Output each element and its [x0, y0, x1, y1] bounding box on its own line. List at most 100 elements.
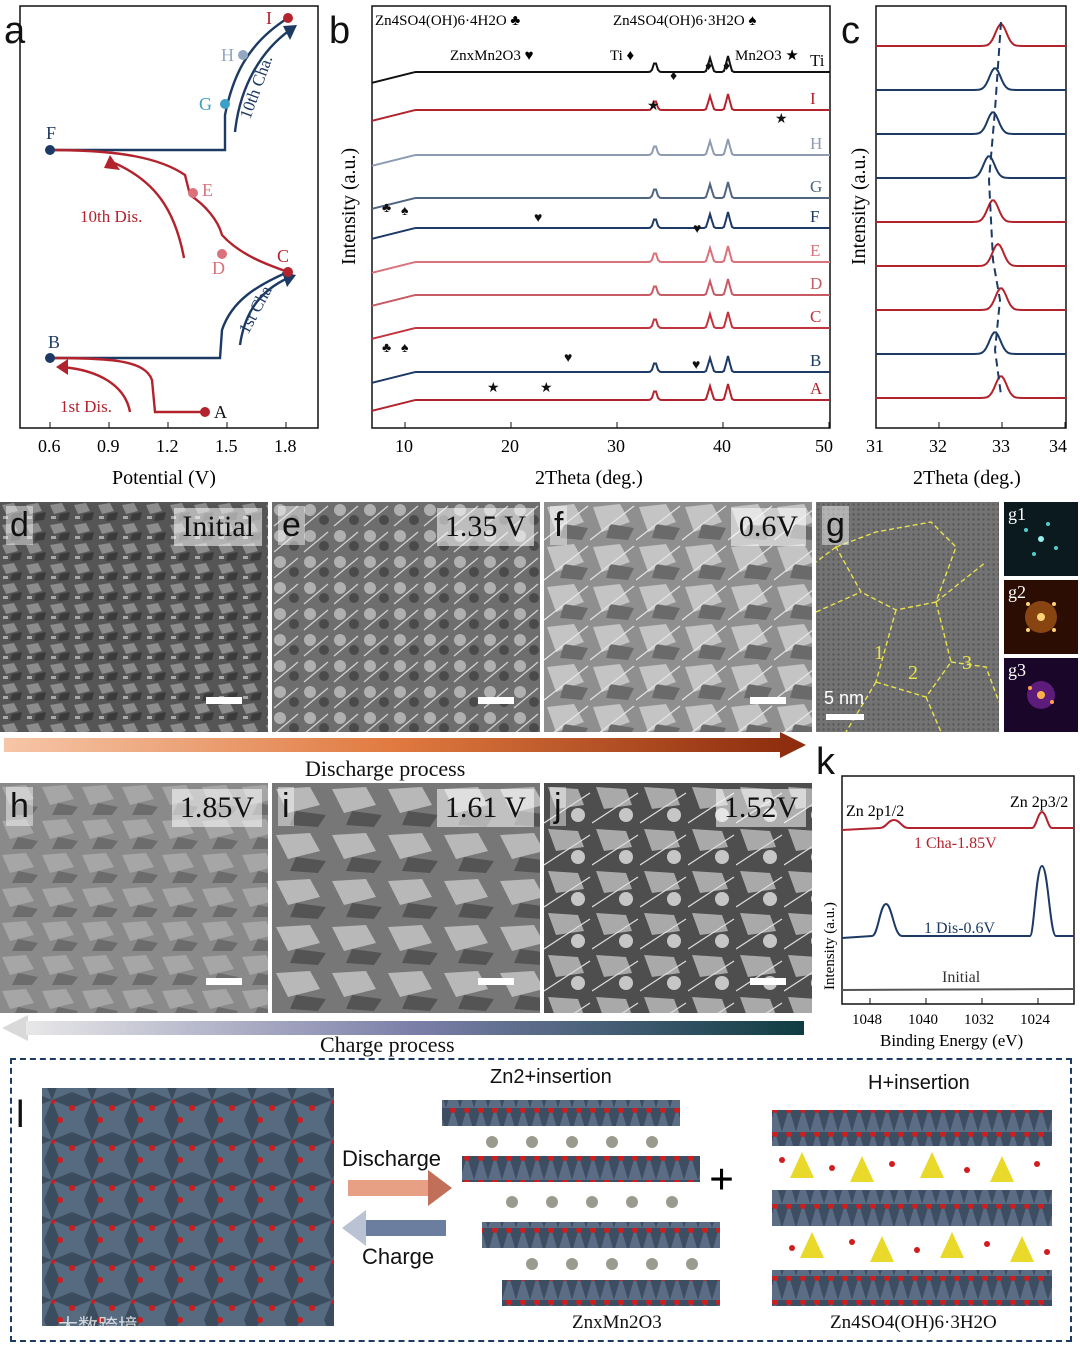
- peak-zn2p12: Zn 2p1/2: [846, 803, 904, 820]
- scale-bar-i: [478, 978, 514, 985]
- zn-insertion-title: Zn2+insertion: [490, 1066, 612, 1088]
- point-B: [45, 353, 55, 363]
- xrd-curves: [371, 54, 830, 412]
- charge-process-arrow: [26, 1021, 804, 1035]
- xrd-curve-E: [371, 244, 830, 274]
- zoom-curve-8: [876, 375, 1066, 399]
- scale-bar-d: [206, 697, 242, 704]
- tem-image-g: g 1 2 3 5 nm: [816, 502, 999, 732]
- tick-a-4: 1.8: [274, 436, 297, 456]
- water-oxygens: [779, 1157, 1050, 1255]
- tick-c-0: 31: [866, 436, 884, 456]
- charge-text: Charge: [362, 1244, 435, 1269]
- sem-image-f: f 0.6V: [544, 502, 812, 732]
- plus-sign: +: [709, 1155, 734, 1204]
- panel-d-letter: d: [6, 506, 33, 545]
- fft-g2-label: g2: [1008, 582, 1026, 602]
- tick-a-0: 0.6: [38, 436, 61, 456]
- zoom-curve-4: [876, 199, 1066, 223]
- svg-text:♦: ♦: [670, 69, 677, 84]
- tick-c-2: 33: [992, 436, 1010, 456]
- cycle1-charge-curve: [50, 270, 289, 360]
- label-I: I: [266, 8, 272, 28]
- phase-markers: ♦ ♦ ♦ ★ ★ ♣ ♠ ♥ ♥ ♣ ♠ ♥ ♥ ★ ★: [382, 59, 788, 396]
- label-D: D: [212, 258, 225, 278]
- arrow-1st-dis: [61, 365, 132, 413]
- point-H: [238, 50, 248, 60]
- svg-text:♠: ♠: [401, 204, 409, 219]
- x-axis-b: 10 20 30 40 50: [395, 422, 833, 456]
- xrd-curve-H: [371, 137, 830, 167]
- xrd-curve-label-H: H: [810, 134, 822, 153]
- panel-h-letter: h: [6, 787, 33, 826]
- panel-a: a A B C D E F G H I: [0, 0, 330, 495]
- svg-text:★: ★: [540, 381, 553, 396]
- scale-bar-f: [750, 697, 786, 704]
- label-G: G: [199, 94, 212, 114]
- tick-b-3: 40: [713, 436, 731, 456]
- chart-a-frame: [19, 5, 319, 429]
- region-2: 2: [908, 662, 918, 684]
- ylabel-k: Intensity (a.u.): [822, 902, 838, 990]
- xrd-curve-label-E: E: [810, 241, 820, 260]
- xrd-curve-label-F: F: [810, 207, 819, 226]
- label-E: E: [202, 180, 213, 200]
- svg-text:♦: ♦: [705, 59, 712, 74]
- sem-f-label: 0.6V: [730, 508, 806, 546]
- zoom-curve-5: [876, 242, 1066, 267]
- h-layer-1: [772, 1110, 1052, 1146]
- sem-image-e: e 1.35 V: [272, 502, 540, 732]
- panel-b: b Zn4SO4(OH)6·4H2O ♣ Zn4SO4(OH)6·3H2O ♠ …: [325, 0, 845, 495]
- label-H: H: [221, 45, 234, 65]
- zoom-curve-0: [876, 23, 1066, 47]
- point-F: [45, 145, 55, 155]
- point-E: [188, 188, 198, 198]
- svg-text:♣: ♣: [382, 201, 391, 216]
- svg-text:♥: ♥: [692, 358, 700, 373]
- point-D: [217, 249, 227, 259]
- peak-shift-line: [987, 21, 1002, 396]
- zoom-curve-6: [876, 287, 1066, 311]
- scale-bar-e: [478, 697, 514, 704]
- fft-g2: g2: [1004, 580, 1078, 654]
- charge-process-caption: Charge process: [320, 1032, 455, 1057]
- xrd-curve-G: [371, 180, 830, 210]
- curve-label-initial: Initial: [942, 969, 981, 986]
- panel-f-letter: f: [550, 506, 568, 545]
- zoom-curve-3: [876, 155, 1066, 179]
- panel-c: c 31 32 33 34 2Theta (deg.) Intensity (a…: [835, 0, 1080, 495]
- sem-i-label: 1.61 V: [436, 789, 534, 827]
- svg-text:♥: ♥: [693, 222, 701, 237]
- peak-zn2p32: Zn 2p3/2: [1010, 794, 1068, 811]
- panel-c-letter: c: [841, 10, 860, 52]
- xps-curve-charged: [841, 810, 1074, 831]
- legend-4: Ti ♦: [610, 48, 635, 64]
- discharge-arrowhead: [780, 732, 806, 758]
- svg-text:♥: ♥: [564, 351, 572, 366]
- discharge-process-arrow: [4, 738, 784, 752]
- svg-text:♦: ♦: [723, 59, 730, 74]
- point-G: [220, 99, 230, 109]
- label-A: A: [214, 402, 227, 422]
- h-insertion-title: H+insertion: [868, 1072, 970, 1094]
- xrd-curve-label-B: B: [810, 351, 821, 370]
- xrd-curve-label-Ti: Ti: [810, 51, 825, 70]
- tick-b-4: 50: [815, 436, 833, 456]
- tick-c-3: 34: [1049, 436, 1067, 456]
- ylabel-b: Intensity (a.u.): [338, 148, 360, 265]
- cycle1-discharge-curve: [49, 356, 205, 414]
- x-axis-k: 1048 1040 1032 1024: [852, 998, 1051, 1028]
- svg-text:♠: ♠: [401, 341, 409, 356]
- legend-2: Zn4SO4(OH)6·3H2O ♠: [613, 13, 756, 29]
- tick-k-2: 1032: [964, 1012, 994, 1028]
- sem-j-label: 1.52V: [715, 789, 806, 827]
- region-3: 3: [962, 652, 972, 674]
- panel-g-letter: g: [822, 506, 849, 545]
- xps-chart: Zn 2p1/2 Zn 2p3/2 1 Cha-1.85V 1 Dis-0.6V…: [822, 775, 1075, 1050]
- svg-text:♥: ♥: [534, 211, 542, 226]
- annot-10th-dis: 10th Dis.: [80, 207, 142, 226]
- x-axis-a: 0.6 0.9 1.2 1.5 1.8: [38, 422, 297, 456]
- xrd-chart: Zn4SO4(OH)6·4H2O ♣ Zn4SO4(OH)6·3H2O ♠ Zn…: [338, 5, 833, 489]
- xrd-curve-label-G: G: [810, 177, 822, 196]
- legend-1: Zn4SO4(OH)6·4H2O ♣: [375, 13, 520, 29]
